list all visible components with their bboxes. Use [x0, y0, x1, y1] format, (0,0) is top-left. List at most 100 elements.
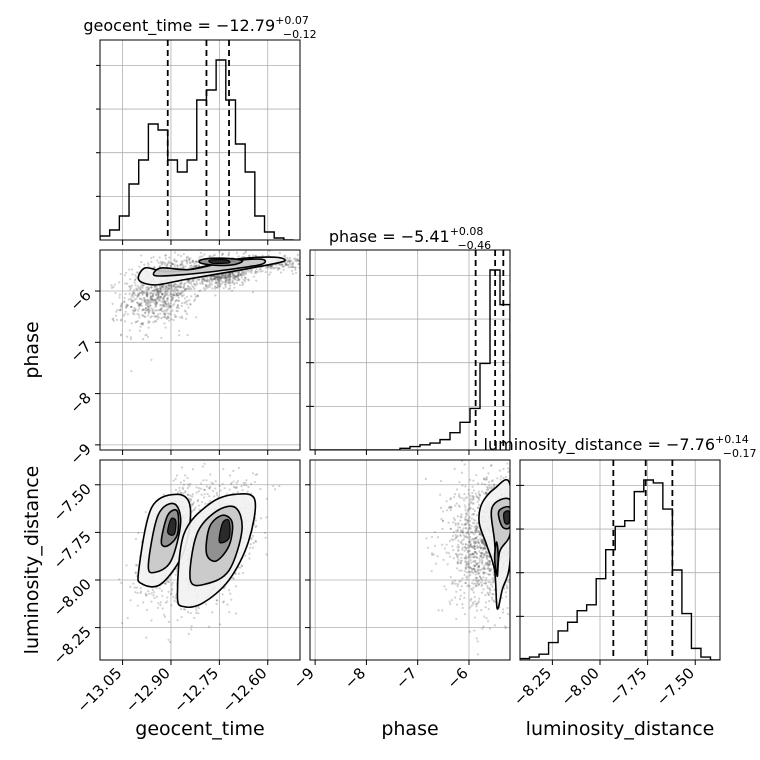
scatter-point: [205, 279, 209, 282]
scatter-point: [124, 271, 128, 274]
scatter-point: [464, 566, 467, 570]
scatter-point: [464, 515, 467, 518]
scatter-point: [478, 533, 481, 536]
scatter-point: [209, 485, 212, 488]
x-tick-label-geocent_time: −13.05: [73, 664, 125, 716]
scatter-point: [146, 308, 150, 311]
scatter-point: [156, 296, 159, 300]
scatter-point: [174, 283, 177, 286]
scatter-point: [218, 276, 221, 279]
scatter-point: [174, 300, 177, 303]
scatter-point: [141, 286, 144, 289]
scatter-point: [467, 555, 470, 558]
scatter-point: [186, 611, 190, 614]
scatter-point: [471, 485, 474, 488]
scatter-point: [164, 316, 167, 319]
scatter-point: [111, 302, 114, 305]
scatter-point: [461, 606, 464, 610]
scatter-point: [180, 466, 184, 469]
scatter-point: [166, 288, 170, 291]
scatter-point: [485, 550, 488, 553]
scatter-point: [476, 500, 479, 503]
scatter-point: [523, 541, 525, 543]
scatter-point: [128, 268, 131, 271]
scatter-point: [264, 531, 267, 534]
scatter-point: [475, 603, 478, 606]
scatter-point: [233, 275, 236, 278]
scatter-point: [520, 500, 522, 502]
scatter-point: [216, 278, 220, 281]
scatter-point: [254, 272, 257, 275]
scatter-point: [151, 293, 154, 297]
scatter-point: [164, 582, 167, 585]
scatter-point: [202, 479, 205, 482]
scatter-point: [513, 529, 515, 531]
scatter-point: [179, 282, 182, 285]
scatter-point: [483, 477, 486, 481]
scatter-point: [157, 309, 160, 312]
scatter-point: [203, 253, 206, 256]
scatter-point: [162, 288, 165, 291]
scatter-point: [172, 595, 175, 599]
scatter-point: [146, 291, 149, 294]
scatter-point: [272, 267, 275, 270]
scatter-point: [512, 555, 514, 557]
scatter-point: [123, 300, 126, 303]
scatter-point: [287, 264, 290, 267]
scatter-point: [163, 285, 166, 288]
scatter-point: [231, 576, 234, 580]
scatter-point: [195, 606, 198, 609]
scatter-point: [281, 265, 284, 268]
scatter-point: [147, 314, 150, 317]
scatter-point: [170, 584, 174, 587]
scatter-point: [468, 566, 471, 570]
scatter-point: [224, 275, 227, 278]
scatter-point: [467, 528, 470, 531]
scatter-point: [238, 278, 241, 281]
scatter-point: [115, 318, 119, 321]
scatter-point: [161, 285, 164, 288]
scatter-point: [178, 282, 182, 285]
scatter-point: [186, 493, 189, 496]
scatter-point: [493, 485, 496, 488]
scatter-point: [192, 509, 195, 512]
scatter-point: [468, 526, 472, 529]
scatter-point: [465, 556, 468, 559]
scatter-point: [190, 498, 193, 501]
scatter-point: [166, 288, 169, 292]
scatter-point: [221, 482, 224, 486]
scatter-point: [452, 521, 455, 524]
scatter-point: [467, 562, 470, 566]
scatter-point: [164, 302, 168, 306]
scatter-point: [189, 303, 192, 306]
scatter-point: [185, 287, 188, 291]
scatter-point: [242, 278, 245, 281]
scatter-point: [188, 288, 191, 291]
scatter-point: [170, 589, 173, 592]
scatter-point: [157, 289, 160, 292]
scatter-point: [181, 486, 184, 489]
scatter-point: [163, 582, 166, 585]
scatter-point: [235, 275, 238, 279]
scatter-point: [264, 536, 267, 539]
scatter-point: [218, 284, 222, 287]
scatter-point: [166, 291, 169, 294]
scatter-point: [228, 278, 231, 281]
scatter-point: [154, 290, 157, 293]
scatter-point: [458, 597, 462, 601]
scatter-point: [225, 281, 228, 284]
scatter-point: [162, 303, 165, 306]
scatter-point: [153, 309, 157, 312]
scatter-point: [144, 594, 148, 597]
scatter-point: [153, 286, 156, 289]
scatter-point: [175, 260, 178, 263]
scatter-point: [480, 552, 483, 555]
scatter-point: [158, 316, 161, 319]
scatter-point: [123, 320, 127, 323]
scatter-point: [197, 487, 200, 490]
scatter-point: [182, 487, 185, 490]
scatter-point: [469, 500, 472, 503]
scatter-point: [235, 279, 238, 282]
scatter-point: [464, 522, 468, 525]
scatter-point: [294, 257, 297, 260]
